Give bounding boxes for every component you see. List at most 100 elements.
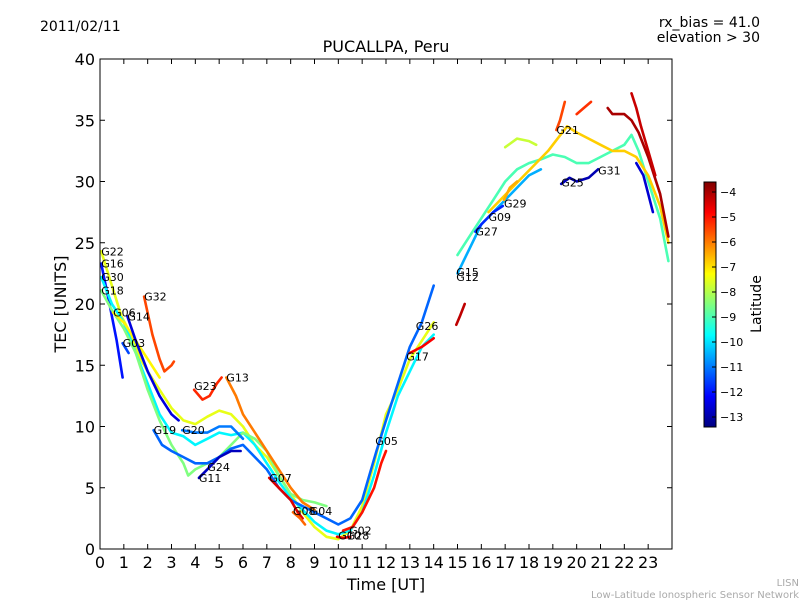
x-tick-label: 10 [328,553,348,572]
satellite-label: G25 [561,177,584,190]
colorbar-tick-label: −10 [720,336,743,349]
x-tick-label: 15 [447,553,467,572]
tec-series-26 [559,168,600,186]
satellite-label: G30 [101,271,124,284]
y-tick-label: 40 [75,50,95,69]
x-tick-label: 21 [590,553,610,572]
tec-series-19 [456,168,543,275]
x-tick-label: 20 [566,553,586,572]
satellite-label: G12 [456,271,479,284]
x-tick-label: 17 [495,553,515,572]
x-tick-label: 0 [95,553,105,572]
x-tick-label: 19 [543,553,563,572]
satellite-label: G14 [127,310,150,323]
date-label: 2011/02/11 [40,19,121,35]
x-tick-label: 11 [352,553,372,572]
tec-series-3 [99,275,435,536]
x-tick-label: 2 [143,553,153,572]
colorbar-tick-label: −7 [720,261,736,274]
y-tick-label: 20 [75,295,95,314]
satellite-label: G23 [194,380,217,393]
x-tick-label: 13 [400,553,420,572]
satellite-label: G18 [101,285,124,298]
x-axis-ticks: 0 1 2 3 4 5 6 7 8 9 10 11 12 13 14 15 16 17 18 19 20 21 22 23 [95,59,658,572]
rx-bias-label: rx_bias = 41.0 [659,15,760,31]
satellite-label: G02 [349,525,372,538]
chart-title: PUCALLPA, Peru [323,37,450,56]
tec-series-5 [142,295,176,373]
satellite-label: G08 [293,505,316,518]
tec-series-20 [474,204,505,233]
satellite-label: G27 [475,226,498,239]
colorbar-tick-label: −8 [720,286,736,299]
tec-series-23 [503,137,538,149]
tec-series-24 [555,100,567,132]
satellite-label: G32 [144,291,167,304]
satellite-label: G16 [101,258,124,271]
satellite-label: G24 [207,461,230,474]
satellite-label: G31 [598,165,621,178]
footer-lisn: LISN [777,578,799,589]
x-tick-label: 18 [519,553,539,572]
colorbar-tick-label: −6 [720,236,736,249]
tec-series-31 [291,510,307,526]
tec-series-10 [225,376,316,512]
satellite-label: G21 [556,124,579,137]
y-tick-label: 0 [85,540,95,559]
satellite-label: G06 [113,307,136,320]
satellite-label: G04 [310,505,333,518]
y-axis-label: TEC [UNITS] [51,256,70,354]
satellite-label: G29 [504,198,527,211]
satellite-label: G13 [226,372,249,385]
tec-series-17 [456,133,670,263]
colorbar-tick-label: −9 [720,311,736,324]
x-tick-label: 14 [423,553,443,572]
x-tick-label: 8 [286,553,296,572]
plot-frame [99,58,673,550]
satellite-label: G05 [375,435,398,448]
tec-series-14 [267,476,304,520]
x-tick-label: 23 [638,553,658,572]
y-tick-label: 25 [75,234,95,253]
colorbar-tick-label: −12 [720,386,743,399]
satellite-label: G22 [101,245,124,258]
satellite-label: G26 [416,320,439,333]
x-tick-label: 4 [190,553,200,572]
satellite-label: G10 [338,530,361,543]
x-tick-label: 16 [471,553,491,572]
series-layer [99,92,670,541]
colorbar-tick-label: −4 [720,186,736,199]
tec-series-30 [335,535,352,540]
x-tick-label: 9 [309,553,319,572]
tec-series-18 [455,302,466,327]
satellite-label: G20 [182,424,205,437]
tec-series-12 [180,425,245,441]
elevation-label: elevation > 30 [657,30,760,46]
colorbar-tick-label: −5 [720,211,736,224]
colorbar-ticks: −4 −5 −6 −7 −8 −9 −10 −11 −12 −13 [712,186,743,424]
tec-series-28 [630,92,657,177]
tec-series-11 [152,284,435,526]
y-tick-label: 35 [75,111,95,130]
satellite-label: G09 [489,211,512,224]
x-tick-label: 5 [214,553,224,572]
x-tick-label: 1 [119,553,129,572]
y-tick-label: 10 [75,418,95,437]
footer-network: Low-Latitude Ionospheric Sensor Network [591,590,799,600]
tec-series-21 [487,125,670,245]
tec-series-16 [408,337,435,355]
colorbar-tick-label: −11 [720,361,743,374]
y-axis-ticks: 0 5 10 15 20 25 30 35 40 [75,50,672,559]
tec-series-2 [99,262,124,379]
satellite-label: G19 [154,424,177,437]
tec-series-13 [197,449,242,480]
colorbar [703,181,717,428]
satellite-label: G07 [269,472,292,485]
x-tick-label: 22 [614,553,634,572]
tec-series-8 [121,341,130,355]
tec-series-27 [606,106,670,238]
colorbar-label: Latitude [749,275,765,333]
satellite-label: G17 [406,351,429,364]
